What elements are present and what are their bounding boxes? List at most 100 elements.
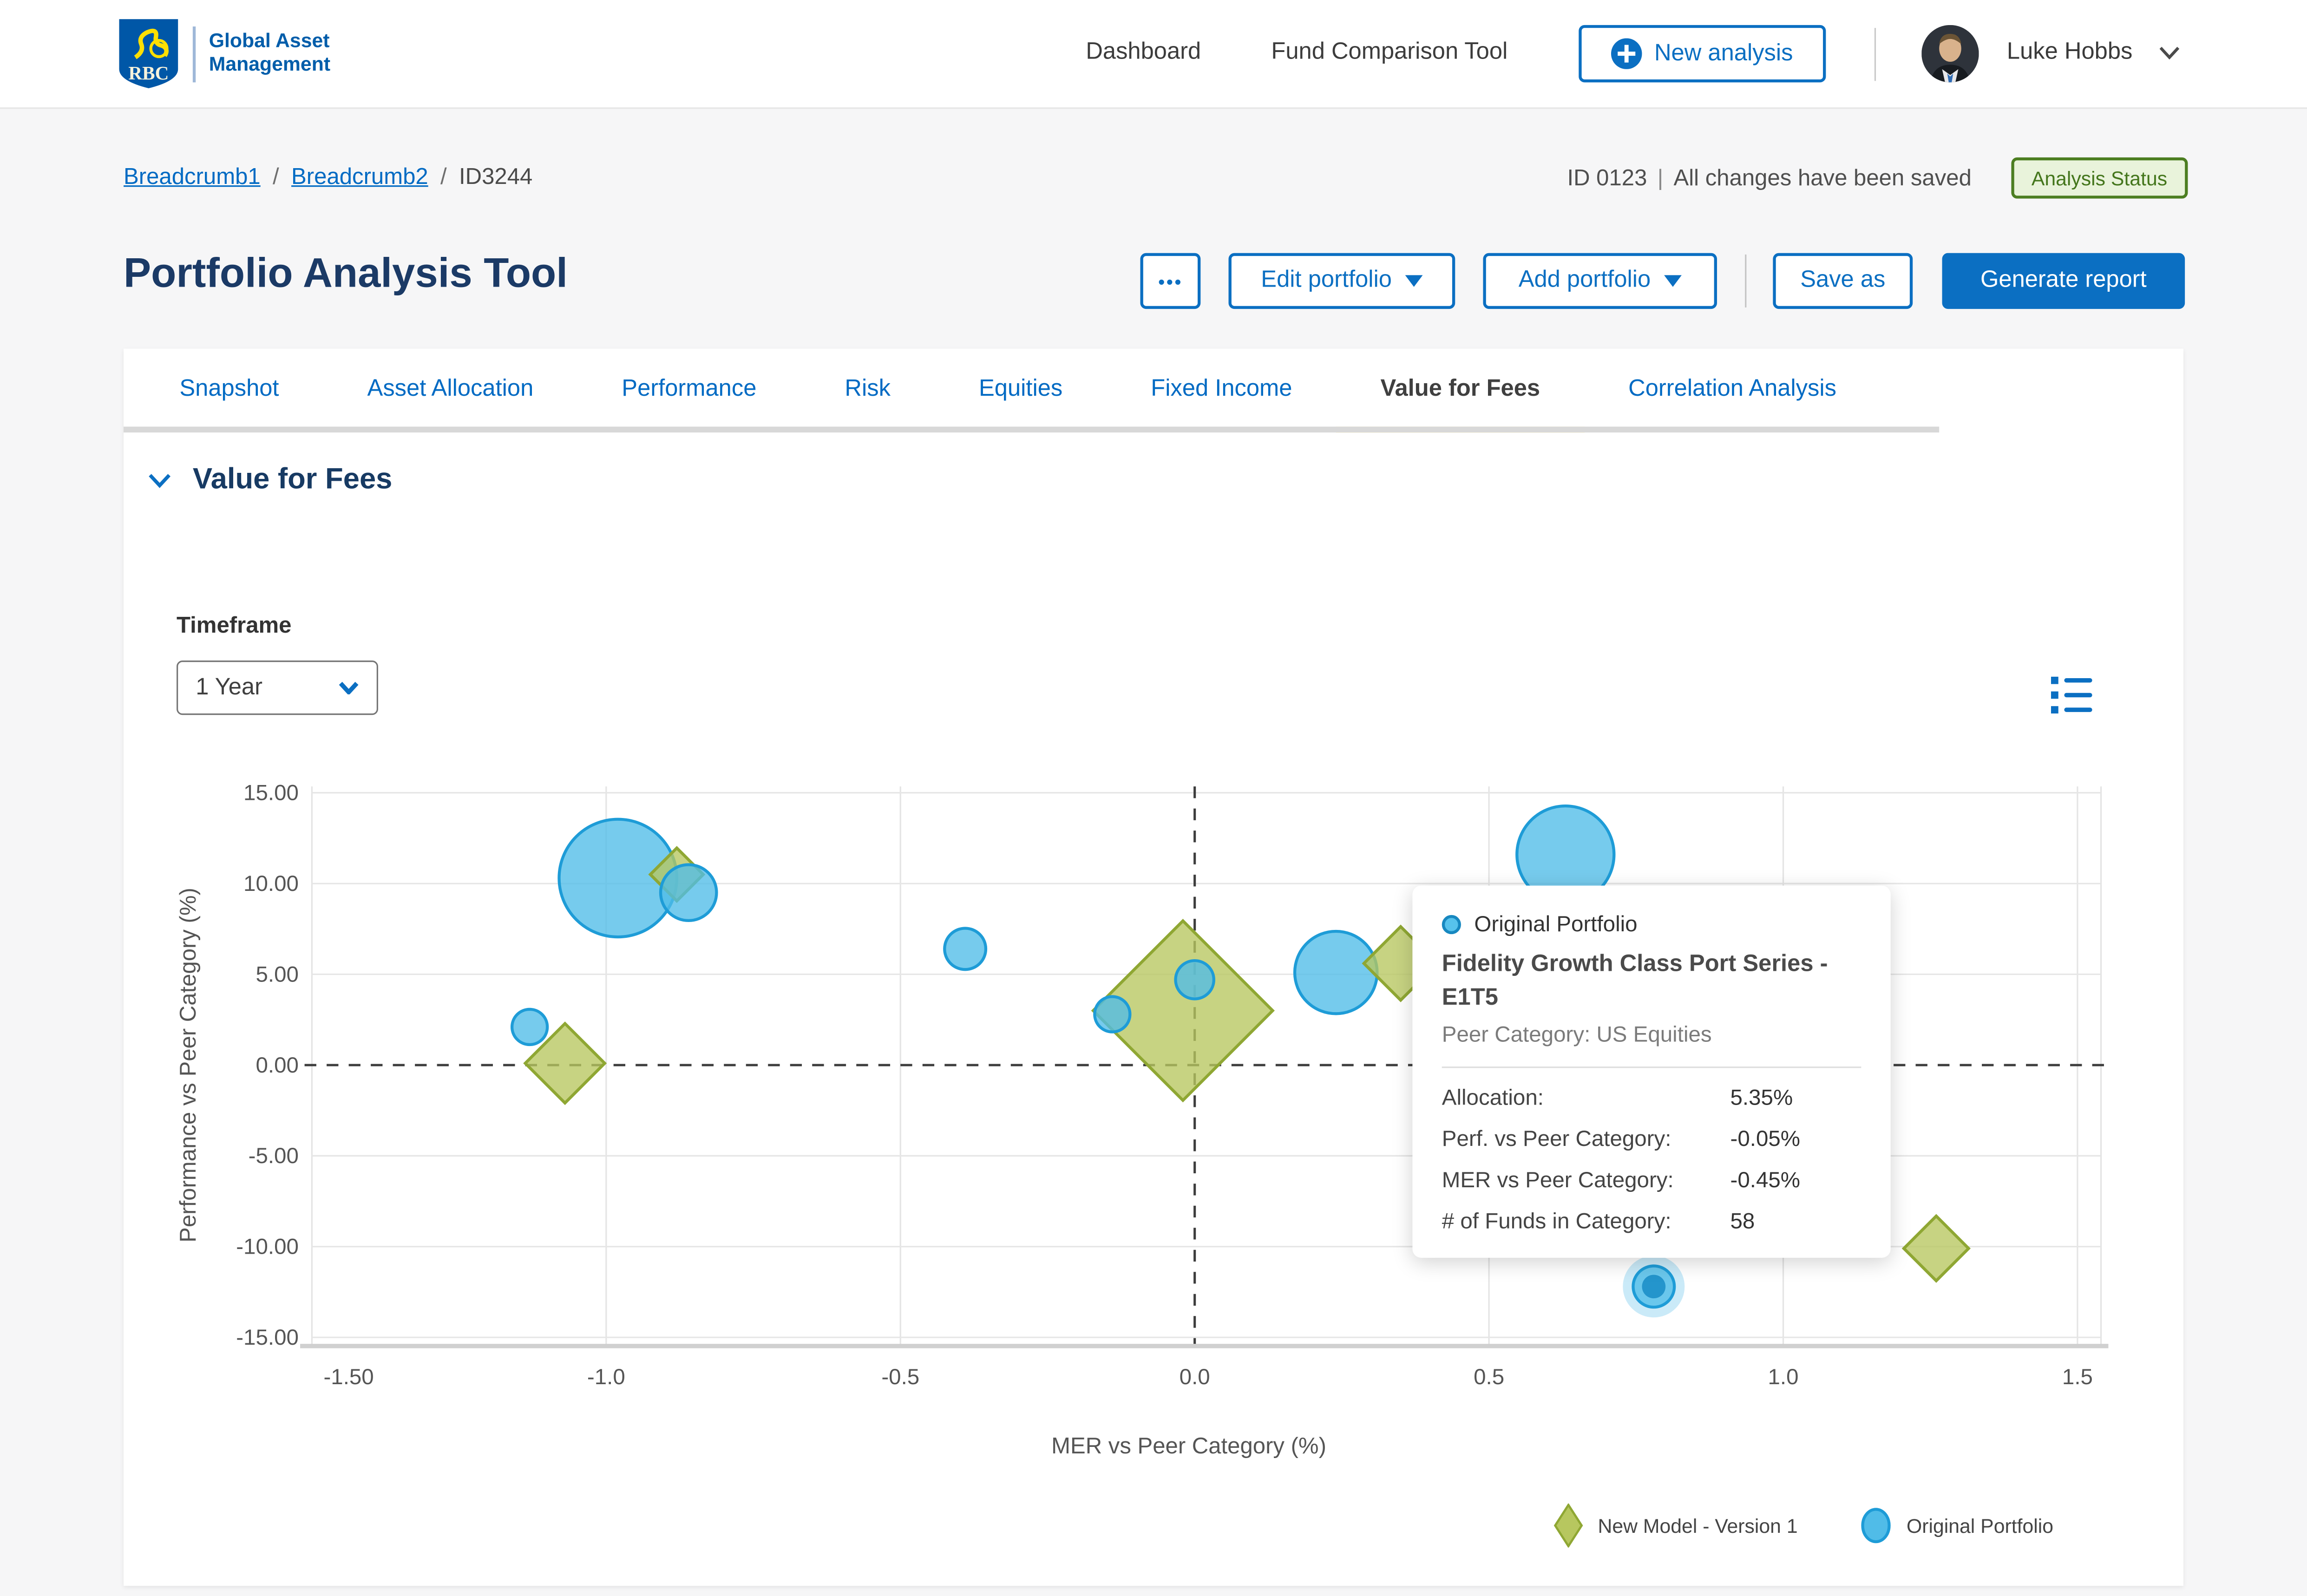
tooltip-series-label: Original Portfolio	[1474, 912, 1638, 937]
original-portfolio-bubble[interactable]	[1293, 929, 1379, 1015]
brand-line1: Global Asset	[209, 29, 330, 52]
svg-text:-1.50: -1.50	[323, 1365, 374, 1389]
header-divider	[1874, 28, 1876, 81]
tab-snapshot[interactable]: Snapshot	[179, 376, 279, 402]
actions-divider	[1745, 254, 1747, 307]
new-analysis-button[interactable]: New analysis	[1579, 25, 1826, 83]
legend-label: Original Portfolio	[1906, 1514, 2054, 1537]
new-model-diamond[interactable]	[523, 1021, 607, 1105]
svg-text:-15.00: -15.00	[236, 1325, 299, 1350]
svg-text:-10.00: -10.00	[236, 1235, 299, 1259]
plus-circle-icon	[1612, 38, 1643, 69]
tab-bar: Snapshot Asset Allocation Performance Ri…	[124, 349, 1881, 433]
svg-text:MER vs Peer Category (%): MER vs Peer Category (%)	[1051, 1433, 1326, 1459]
chevron-down-icon	[339, 681, 359, 694]
svg-text:1.5: 1.5	[2062, 1365, 2093, 1389]
user-name[interactable]: Luke Hobbs	[2006, 39, 2133, 65]
caret-down-icon	[1664, 275, 1682, 287]
status-divider: |	[1657, 166, 1664, 191]
timeframe-label: Timeframe	[177, 613, 292, 639]
tooltip-peer-category: Peer Category: US Equities	[1442, 1023, 1712, 1048]
original-portfolio-bubble[interactable]	[659, 863, 718, 922]
user-avatar[interactable]	[1921, 25, 1979, 83]
add-portfolio-label: Add portfolio	[1518, 268, 1651, 293]
tooltip-row-value: -0.45%	[1730, 1168, 1801, 1194]
tooltip-row-label: Perf. vs Peer Category:	[1442, 1127, 1671, 1153]
analysis-id: ID 0123	[1567, 166, 1647, 191]
tooltip-row-label: # of Funds in Category:	[1442, 1210, 1671, 1235]
breadcrumb-link-1[interactable]: Breadcrumb1	[124, 164, 261, 190]
section-header[interactable]: Value for Fees	[147, 463, 393, 497]
timeframe-select[interactable]: 1 Year	[177, 661, 378, 715]
add-portfolio-button[interactable]: Add portfolio	[1483, 253, 1717, 309]
svg-text:0.00: 0.00	[256, 1053, 298, 1078]
circle-marker-icon	[1861, 1508, 1891, 1544]
generate-report-button[interactable]: Generate report	[1942, 253, 2185, 309]
tooltip-series: Original Portfolio	[1442, 912, 1861, 937]
logo-divider	[192, 26, 196, 83]
selected-point-core	[1642, 1275, 1666, 1299]
svg-text:Performance vs Peer Category (: Performance vs Peer Category (%)	[176, 888, 201, 1243]
tab-equities[interactable]: Equities	[978, 376, 1063, 402]
new-model-diamond[interactable]	[1901, 1214, 1971, 1283]
legend-item-new-model[interactable]: New Model - Version 1	[1553, 1503, 1798, 1548]
tab-asset-allocation[interactable]: Asset Allocation	[367, 376, 534, 402]
original-portfolio-bubble[interactable]	[1174, 959, 1216, 1001]
original-portfolio-bubble[interactable]	[1093, 995, 1132, 1033]
edit-portfolio-button[interactable]: Edit portfolio	[1228, 253, 1455, 309]
new-analysis-label: New analysis	[1654, 40, 1793, 65]
chevron-down-icon[interactable]	[2158, 46, 2181, 60]
nav-fund-comparison-tool[interactable]: Fund Comparison Tool	[1271, 39, 1508, 65]
tooltip-rows: Allocation: 5.35% Perf. vs Peer Category…	[1442, 1086, 1861, 1235]
svg-text:1.0: 1.0	[1768, 1365, 1799, 1389]
chart-legend: New Model - Version 1 Original Portfolio	[1553, 1503, 2053, 1548]
saved-message: All changes have been saved	[1673, 166, 1972, 191]
rbc-logo-icon: RBC	[119, 19, 178, 89]
table-view-icon[interactable]	[2051, 675, 2092, 715]
timeframe-value: 1 Year	[196, 674, 262, 700]
new-model-diamond[interactable]	[1091, 919, 1275, 1103]
nav-dashboard[interactable]: Dashboard	[1086, 39, 1201, 65]
analysis-status-badge: Analysis Status	[2011, 157, 2188, 199]
tab-correlation-analysis[interactable]: Correlation Analysis	[1628, 376, 1836, 402]
tooltip-row-value: 58	[1730, 1210, 1755, 1235]
tab-fixed-income[interactable]: Fixed Income	[1151, 376, 1292, 402]
section-title: Value for Fees	[192, 463, 393, 496]
tooltip-divider	[1442, 1067, 1861, 1069]
caret-down-icon	[1405, 275, 1423, 287]
original-portfolio-bubble[interactable]	[943, 927, 988, 971]
svg-text:RBC: RBC	[128, 62, 169, 84]
series-dot-icon	[1442, 915, 1461, 935]
tab-performance[interactable]: Performance	[622, 376, 757, 402]
tooltip-row-label: MER vs Peer Category:	[1442, 1168, 1674, 1194]
tooltip-row-value: -0.05%	[1730, 1127, 1801, 1153]
datapoint-tooltip: Original Portfolio Fidelity Growth Class…	[1412, 885, 1891, 1259]
svg-text:5.00: 5.00	[256, 962, 298, 987]
legend-label: New Model - Version 1	[1598, 1514, 1798, 1537]
page-title: Portfolio Analysis Tool	[124, 250, 568, 296]
tab-risk[interactable]: Risk	[845, 376, 891, 402]
edit-portfolio-label: Edit portfolio	[1261, 268, 1392, 293]
breadcrumb-current: ID3244	[459, 164, 533, 190]
tab-underline-track	[124, 426, 1940, 433]
tooltip-row-value: 5.35%	[1730, 1086, 1793, 1112]
svg-text:-1.0: -1.0	[587, 1365, 625, 1389]
svg-text:10.00: 10.00	[243, 871, 299, 896]
original-portfolio-bubble[interactable]	[510, 1007, 549, 1047]
brand-line2: Management	[209, 53, 331, 76]
diamond-marker-icon	[1553, 1503, 1583, 1548]
save-as-button[interactable]: Save as	[1773, 253, 1913, 309]
breadcrumb-link-2[interactable]: Breadcrumb2	[291, 164, 428, 190]
value-for-fees-chart[interactable]: -1.50 -1.0 -0.5 0.0 0.5 1.0 1.5 15.00 10.00 5.00 0…	[0, 765, 2307, 1596]
chevron-down-icon	[149, 474, 171, 488]
breadcrumb-separator: /	[440, 164, 447, 190]
app-header: RBC Global Asset Management Dashboard Fu…	[0, 0, 2307, 108]
legend-item-original-portfolio[interactable]: Original Portfolio	[1860, 1506, 2053, 1544]
more-actions-button[interactable]: •••	[1140, 253, 1201, 309]
save-status: ID 0123 | All changes have been saved	[1567, 166, 1971, 193]
tooltip-row-label: Allocation:	[1442, 1086, 1544, 1112]
svg-text:-5.00: -5.00	[249, 1144, 299, 1168]
tab-value-for-fees[interactable]: Value for Fees	[1336, 349, 1584, 433]
svg-text:0.5: 0.5	[1474, 1365, 1504, 1389]
